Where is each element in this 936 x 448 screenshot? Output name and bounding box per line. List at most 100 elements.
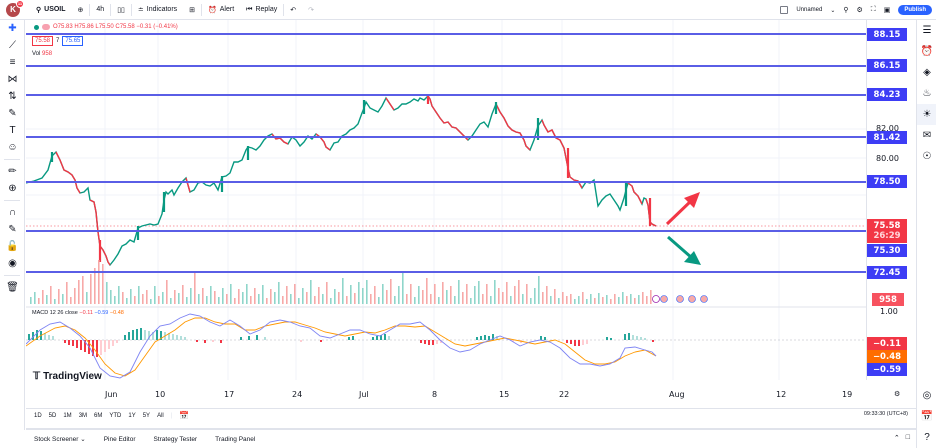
replay-button[interactable]: ⏮ Replay	[240, 0, 283, 20]
level-line-75-30[interactable]	[26, 230, 866, 232]
trash-icon[interactable]: 🗑	[6, 282, 19, 293]
level-line-88-15[interactable]	[26, 33, 866, 35]
brush-icon[interactable]: ✎	[8, 108, 17, 119]
range-6m[interactable]: 6M	[94, 412, 103, 419]
range-5y[interactable]: 5Y	[142, 412, 151, 419]
publish-button[interactable]: Publish	[898, 5, 932, 15]
range-all[interactable]: All	[157, 412, 164, 419]
range-ytd[interactable]: YTD	[109, 412, 122, 419]
fullscreen-icon[interactable]: ⛶	[870, 6, 876, 13]
bottom-panel-controls: ⌃ □	[894, 434, 910, 442]
streams-icon[interactable]: ☉	[922, 151, 932, 162]
current-price: 75.58	[873, 221, 901, 231]
clock-timezone[interactable]: 09:33:30 (UTC+8)	[863, 411, 908, 417]
macd-line-value: −0.59	[94, 310, 109, 316]
prediction-icon[interactable]: ⇅	[8, 91, 17, 102]
time-axis-settings-icon[interactable]: ⚙	[894, 390, 901, 398]
redo-button[interactable]: ↷	[302, 0, 320, 20]
time-label: Jun	[105, 390, 118, 399]
target-icon[interactable]: ◎	[922, 390, 932, 401]
tradingview-watermark: 𝕋 TradingView	[33, 371, 102, 382]
templates-button[interactable]: ⊞	[183, 0, 201, 20]
zoom-in-icon[interactable]: ⊕	[8, 183, 17, 194]
range-1d[interactable]: 1D	[34, 412, 42, 419]
emoji-icon[interactable]: ☺	[7, 142, 18, 153]
chart-type-button[interactable]: ▯▯	[111, 0, 131, 20]
range-1m[interactable]: 1M	[63, 412, 72, 419]
notification-badge: 11	[16, 0, 24, 8]
divider	[89, 3, 91, 16]
watermark-text: TradingView	[43, 371, 102, 382]
ideas-lightbulb-icon[interactable]: ☀	[917, 104, 936, 125]
chevron-up-icon[interactable]: ⌃	[893, 435, 900, 442]
range-1y[interactable]: 1Y	[128, 412, 136, 419]
price-scale[interactable]	[866, 20, 916, 380]
maximize-panel-icon[interactable]: □	[905, 434, 910, 441]
compare-symbol-button[interactable]: ⊕	[72, 0, 90, 20]
time-label: 15	[499, 390, 510, 399]
price-chart[interactable]	[26, 20, 866, 380]
price-tag-72-45: 72.45	[867, 266, 907, 279]
tab-trading-panel[interactable]: Trading Panel	[215, 435, 256, 443]
level-line-78-50[interactable]	[26, 181, 866, 183]
undo-button[interactable]: ↶	[284, 0, 302, 20]
lock-icon[interactable]: 🔓	[6, 241, 19, 252]
alert-button[interactable]: ⏰ Alert	[202, 0, 240, 20]
tab-stock-screener[interactable]: Stock Screener ⌄	[34, 435, 86, 443]
macd-hist-value: −0.11	[79, 310, 93, 316]
layout-checkbox[interactable]	[780, 6, 789, 14]
chat-icon[interactable]: ✉	[922, 130, 932, 141]
user-avatar[interactable]: K 11	[6, 0, 24, 17]
grid-icon: ⊞	[189, 6, 196, 14]
indicators-button[interactable]: ≐ Indicators	[132, 0, 183, 20]
camera-icon[interactable]: ▣	[883, 7, 891, 14]
magnet-icon[interactable]: ∩	[8, 207, 17, 218]
tab-pine-editor[interactable]: Pine Editor	[103, 435, 136, 443]
replay-label: Replay	[255, 6, 278, 13]
trend-line-icon[interactable]: ⟋	[9, 40, 16, 51]
volume-value: 958	[42, 51, 53, 57]
level-line-72-45[interactable]	[26, 271, 866, 273]
alarm-plus-icon: ⏰	[208, 6, 217, 14]
replay-icon: ⏮	[246, 5, 253, 13]
ruler-icon[interactable]: ✏	[8, 166, 17, 177]
up-arrow-drawing	[665, 192, 700, 226]
hotlist-fire-icon[interactable]: ♨	[922, 88, 932, 99]
quick-search-icon[interactable]: ⚲	[843, 7, 849, 14]
ask-price[interactable]: 75.65	[62, 36, 84, 46]
layers-icon[interactable]: ◈	[923, 67, 931, 78]
level-line-84-23[interactable]	[26, 94, 866, 96]
lock-drawing-icon[interactable]: ✎	[8, 224, 17, 235]
divider	[110, 3, 112, 16]
tab-strategy-tester[interactable]: Strategy Tester	[153, 435, 198, 443]
alerts-clock-icon[interactable]: ⏰	[920, 46, 934, 57]
bid-price[interactable]: 75.58	[32, 36, 54, 46]
eye-icon[interactable]: ◉	[8, 258, 17, 269]
economic-event-icons	[652, 295, 708, 303]
symbol-search-button[interactable]: ⚲ USOIL	[30, 0, 72, 20]
interval-button[interactable]: 4h	[90, 0, 110, 20]
range-3m[interactable]: 3M	[78, 412, 88, 419]
volume-label: Vol	[32, 51, 41, 57]
level-line-86-15[interactable]	[26, 65, 866, 67]
help-icon[interactable]: ?	[924, 432, 930, 443]
time-label: Aug	[669, 390, 685, 399]
divider: |	[170, 412, 173, 419]
level-line-81-42[interactable]	[26, 136, 866, 138]
crosshair-icon[interactable]: ✚	[8, 23, 17, 34]
time-label: 17	[224, 390, 235, 399]
indicators-icon: ≐	[137, 6, 144, 14]
range-5d[interactable]: 5D	[48, 412, 57, 419]
fib-retracement-icon[interactable]: ≡	[9, 57, 16, 68]
market-status-dot	[34, 24, 39, 30]
divider	[4, 200, 20, 201]
goto-date-calendar-icon[interactable]: 📅	[179, 411, 190, 420]
watchlist-icon[interactable]: ☰	[922, 25, 932, 36]
layout-name-dropdown[interactable]: Unnamed	[796, 7, 823, 13]
text-icon[interactable]: T	[9, 125, 16, 136]
calendar-icon[interactable]: 📅	[920, 411, 934, 422]
time-axis[interactable]: Jun 10 17 24 Jul 8 15 22 Aug 12 19 ⚙	[26, 388, 916, 402]
drawing-toolbar: ✚ ⟋ ≡ ⋈ ⇅ ✎ T ☺ ✏ ⊕ ∩ ✎ 🔓 ◉ 🗑	[0, 20, 25, 430]
pattern-icon[interactable]: ⋈	[7, 74, 18, 85]
settings-gear-icon[interactable]: ⚙	[856, 7, 863, 14]
